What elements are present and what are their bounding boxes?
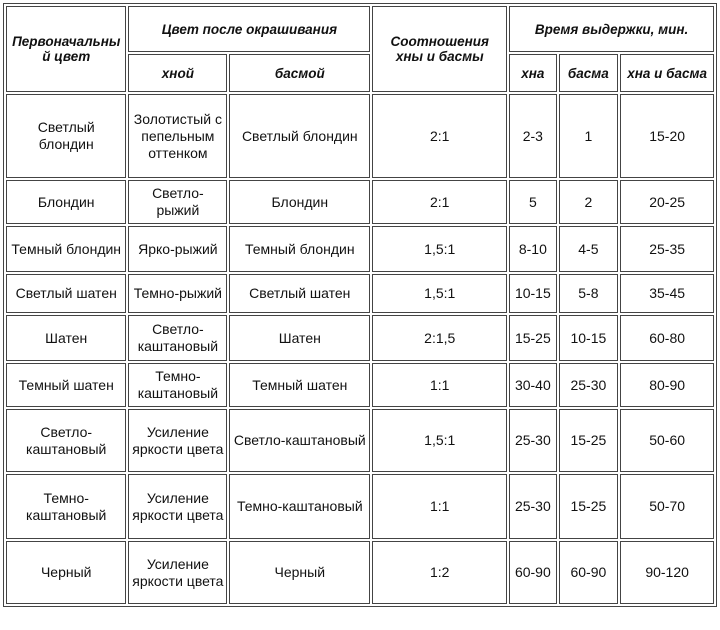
table-cell: 2:1 — [372, 94, 508, 178]
table-row: Светло-каштановый Усиление яркости цвета С… — [6, 409, 714, 472]
table-cell: 1 — [558, 94, 619, 178]
table-cell: 25-35 — [620, 226, 714, 272]
table-cell: Светло-каштановый — [128, 315, 228, 361]
table-cell: Светло-рыжий — [128, 180, 228, 224]
table-row: Темный шатен Темно-каштановый Темный шатен… — [6, 363, 714, 407]
table-cell: 1,5:1 — [372, 274, 508, 313]
table-cell: 10-15 — [509, 274, 557, 313]
table-cell: Светло-каштановый — [6, 409, 127, 472]
table-cell: 2 — [558, 180, 619, 224]
header-cell: басма — [558, 54, 619, 92]
header-cell: Первоначальный цвет — [6, 6, 127, 92]
table-body: Светлый блондин Золотистый с пепельным от… — [6, 94, 714, 604]
table-cell: Темно-каштановый — [6, 474, 127, 539]
table-row: Черный Усиление яркости цвета Черный 1:2 60-… — [6, 541, 714, 604]
table-cell: 30-40 — [509, 363, 557, 407]
table-cell: Темно-каштановый — [229, 474, 371, 539]
table-cell: 1:1 — [372, 363, 508, 407]
table-cell: 25-30 — [509, 409, 557, 472]
table-cell: Светлый шатен — [229, 274, 371, 313]
table-cell: Светлый шатен — [6, 274, 127, 313]
table-row: Шатен Светло-каштановый Шатен 2:1,5 15-25 10-… — [6, 315, 714, 361]
header-cell: хна — [509, 54, 557, 92]
table-cell: 80-90 — [620, 363, 714, 407]
table-cell: 15-20 — [620, 94, 714, 178]
table-cell: Шатен — [229, 315, 371, 361]
table-cell: 2-3 — [509, 94, 557, 178]
header-cell: хна и басма — [620, 54, 714, 92]
table-cell: 5-8 — [558, 274, 619, 313]
table-cell: Усиление яркости цвета — [128, 474, 228, 539]
table-cell: 35-45 — [620, 274, 714, 313]
table-cell: 60-80 — [620, 315, 714, 361]
table-cell: Ярко-рыжий — [128, 226, 228, 272]
table-cell: Черный — [229, 541, 371, 604]
table-cell: Блондин — [229, 180, 371, 224]
table-cell: 8-10 — [509, 226, 557, 272]
table-cell: Темный шатен — [6, 363, 127, 407]
table-cell: 60-90 — [558, 541, 619, 604]
table-cell: 1,5:1 — [372, 409, 508, 472]
table-cell: Светлый блондин — [229, 94, 371, 178]
table-cell: Светлый блондин — [6, 94, 127, 178]
table-cell: Шатен — [6, 315, 127, 361]
table-cell: 50-60 — [620, 409, 714, 472]
table-cell: 20-25 — [620, 180, 714, 224]
header-cell: хной — [128, 54, 228, 92]
table-row: Светлый шатен Темно-рыжий Светлый шатен 1,5… — [6, 274, 714, 313]
table-cell: 4-5 — [558, 226, 619, 272]
table-row: Блондин Светло-рыжий Блондин 2:1 5 2 20-25 — [6, 180, 714, 224]
table-cell: Золотистый с пепельным оттенком — [128, 94, 228, 178]
table-cell: Темно-каштановый — [128, 363, 228, 407]
table-cell: Усиление яркости цвета — [128, 409, 228, 472]
henna-table: Первоначальный цвет Цвет после окрашиван… — [3, 3, 717, 607]
table-cell: 25-30 — [558, 363, 619, 407]
table-row: Темно-каштановый Усиление яркости цвета Те… — [6, 474, 714, 539]
table-cell: 15-25 — [509, 315, 557, 361]
table-cell: Темный блондин — [229, 226, 371, 272]
table-cell: Светло-каштановый — [229, 409, 371, 472]
header-cell: Цвет после окрашивания — [128, 6, 371, 52]
table-cell: 1,5:1 — [372, 226, 508, 272]
header-cell: Время выдержки, мин. — [509, 6, 714, 52]
table-cell: 1:2 — [372, 541, 508, 604]
table-cell: 5 — [509, 180, 557, 224]
table-cell: 50-70 — [620, 474, 714, 539]
table-cell: 1:1 — [372, 474, 508, 539]
table-cell: 2:1 — [372, 180, 508, 224]
table-cell: 25-30 — [509, 474, 557, 539]
table-cell: Блондин — [6, 180, 127, 224]
table-row: Темный блондин Ярко-рыжий Темный блондин 1,… — [6, 226, 714, 272]
header-cell: басмой — [229, 54, 371, 92]
table-cell: 15-25 — [558, 474, 619, 539]
table-cell: 90-120 — [620, 541, 714, 604]
table-cell: Темный блондин — [6, 226, 127, 272]
table-cell: 60-90 — [509, 541, 557, 604]
table-cell: Темный шатен — [229, 363, 371, 407]
header-cell: Соотношения хны и басмы — [372, 6, 508, 92]
table-cell: 15-25 — [558, 409, 619, 472]
table-cell: 10-15 — [558, 315, 619, 361]
table-cell: 2:1,5 — [372, 315, 508, 361]
table-row: Светлый блондин Золотистый с пепельным от… — [6, 94, 714, 178]
table-cell: Темно-рыжий — [128, 274, 228, 313]
table-cell: Черный — [6, 541, 127, 604]
table-cell: Усиление яркости цвета — [128, 541, 228, 604]
